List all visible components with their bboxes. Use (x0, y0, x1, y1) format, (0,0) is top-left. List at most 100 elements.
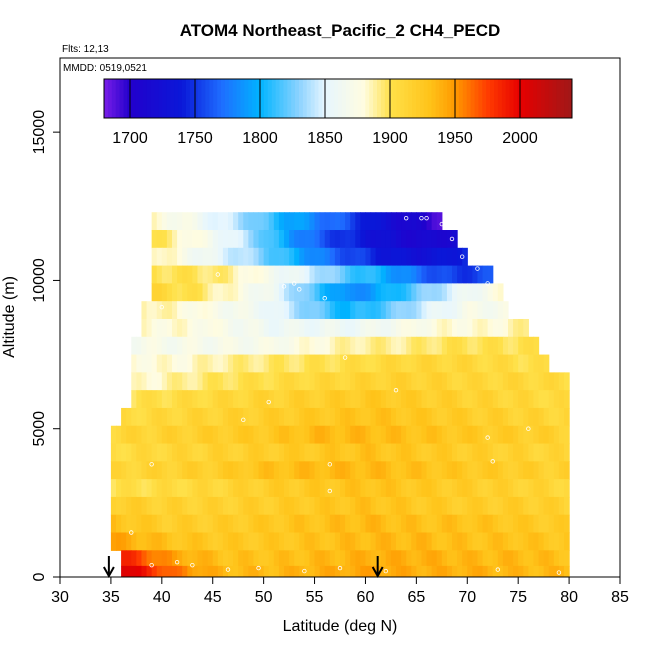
heatmap-cell (329, 301, 336, 320)
heatmap-cell (273, 247, 280, 267)
heatmap-cell (518, 336, 524, 356)
heatmap-cell (212, 565, 219, 577)
colorbar-swatch (431, 79, 436, 118)
heatmap-cell (426, 496, 433, 516)
heatmap-cell (126, 443, 132, 462)
sample-point (342, 355, 348, 360)
heatmap-cell (299, 230, 305, 249)
heatmap-cell (431, 461, 438, 480)
heatmap-cell (558, 532, 565, 551)
heatmap-cell (253, 550, 260, 567)
colorbar-swatch (263, 79, 269, 118)
heatmap-cell (365, 301, 372, 320)
heatmap-cell (258, 301, 265, 320)
heatmap-cell (309, 247, 316, 267)
heatmap-cell (462, 550, 468, 567)
heatmap-cell (136, 372, 143, 391)
colorbar-swatch (275, 79, 280, 118)
heatmap-cell (436, 496, 443, 516)
heatmap-cell (324, 443, 331, 462)
heatmap-cell (202, 532, 209, 551)
heatmap-cell (365, 318, 372, 338)
heatmap-cell (482, 565, 489, 577)
heatmap-cell (314, 265, 321, 284)
heatmap-cell (319, 230, 326, 249)
heatmap-cell (472, 514, 479, 534)
colorbar-swatch (556, 79, 561, 118)
heatmap-cell (502, 479, 509, 498)
colorbar-swatch (232, 79, 238, 118)
heatmap-cell (396, 212, 402, 231)
colorbar-tick-label: 2000 (502, 130, 538, 147)
heatmap-cell (380, 301, 387, 320)
heatmap-cell (441, 496, 448, 516)
heatmap-cell (238, 496, 244, 516)
heatmap-cell (289, 283, 295, 302)
heatmap-cell (528, 425, 535, 445)
heatmap-cell (416, 443, 423, 462)
heatmap-cell (406, 461, 412, 480)
heatmap-cell (172, 461, 178, 480)
heatmap-cell (151, 265, 158, 284)
heatmap-cell (508, 565, 514, 577)
heatmap-cell (141, 336, 148, 356)
heatmap-cell (553, 479, 560, 498)
heatmap-cell (457, 443, 463, 462)
heatmap-cell (564, 550, 570, 567)
heatmap-cell (508, 514, 514, 534)
heatmap-cell (131, 514, 137, 534)
heatmap-cell (309, 390, 316, 409)
heatmap-cell (482, 443, 489, 462)
heatmap-cell (294, 390, 300, 409)
heatmap-cell (273, 372, 280, 391)
heatmap-cell (345, 230, 351, 249)
heatmap-cell (390, 212, 397, 231)
heatmap-cell (166, 479, 173, 498)
heatmap-cell (202, 496, 209, 516)
heatmap-cell (309, 318, 316, 338)
heatmap-cell (299, 247, 305, 267)
heatmap-cell (187, 461, 193, 480)
heatmap-cell (558, 461, 565, 480)
colorbar-swatch (349, 79, 355, 118)
heatmap-cell (345, 318, 351, 338)
heatmap-cell (222, 532, 229, 551)
heatmap-cell (207, 336, 214, 356)
heatmap-cell (243, 301, 249, 320)
heatmap-cell (482, 265, 489, 284)
heatmap-cell (202, 565, 209, 577)
heatmap-cell (243, 390, 249, 409)
heatmap-cell (131, 354, 137, 373)
heatmap-cell (462, 443, 468, 462)
heatmap-cell (553, 496, 560, 516)
heatmap-cell (207, 390, 214, 409)
heatmap-cell (207, 514, 214, 534)
heatmap-cell (426, 283, 433, 302)
heatmap-cell (355, 514, 361, 534)
heatmap-cell (492, 479, 499, 498)
heatmap-cell (472, 318, 479, 338)
heatmap-cell (202, 407, 209, 427)
heatmap-cell (370, 425, 377, 445)
heatmap-cell (187, 479, 193, 498)
heatmap-cell (375, 230, 382, 249)
heatmap-cell (441, 407, 448, 427)
heatmap-cell (268, 372, 275, 391)
heatmap-cell (289, 265, 295, 284)
heatmap-cell (380, 461, 387, 480)
heatmap-cell (243, 425, 249, 445)
heatmap-cell (385, 265, 392, 284)
sample-point (475, 266, 480, 271)
heatmap-cell (467, 514, 473, 534)
heatmap-cell (284, 372, 290, 391)
heatmap-cell (334, 212, 341, 231)
heatmap-cell (513, 550, 519, 567)
heatmap-cell (273, 443, 280, 462)
heatmap-cell (411, 336, 417, 356)
heatmap-cell (385, 496, 392, 516)
heatmap-cell (284, 532, 290, 551)
heatmap-cell (360, 354, 367, 373)
heatmap-cell (299, 496, 305, 516)
heatmap-cell (553, 461, 560, 480)
heatmap-cell (294, 372, 300, 391)
